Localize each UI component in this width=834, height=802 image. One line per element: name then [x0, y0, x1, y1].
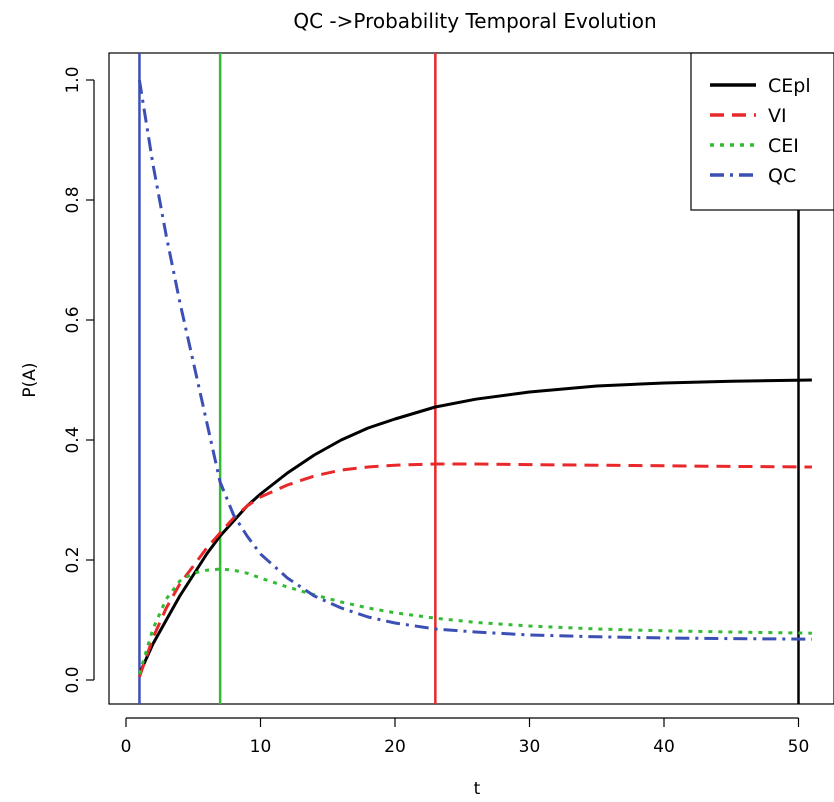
series-line-QC	[137, 79, 812, 641]
x-axis: 0 10 20 30 40 50	[121, 717, 810, 757]
chart-title: QC ->Probability Temporal Evolution	[293, 9, 656, 33]
y-axis-label: P(A)	[20, 362, 40, 397]
legend-box	[690, 52, 834, 211]
x-tick-label: 40	[653, 737, 675, 757]
x-tick-label: 30	[519, 737, 541, 757]
legend-label-CEI: CEI	[768, 135, 799, 157]
y-tick-label: 1.0	[63, 66, 83, 93]
series-line-VI	[137, 462, 812, 678]
legend: CEpl VI CEI QC	[690, 52, 834, 211]
y-tick-label: 0.8	[63, 186, 83, 213]
y-tick-label: 0.6	[63, 306, 83, 333]
y-axis: 0.0 0.2 0.4 0.6 0.8 1.0	[63, 66, 95, 694]
legend-label-VI: VI	[768, 105, 787, 127]
x-axis-label: t	[474, 779, 481, 799]
x-tick-label: 20	[384, 737, 406, 757]
y-tick-label: 0.0	[63, 666, 83, 693]
y-tick-label: 0.4	[63, 426, 83, 453]
legend-label-QC: QC	[768, 165, 796, 187]
legend-label-CEpl: CEpl	[768, 75, 811, 97]
y-tick-label: 0.2	[63, 546, 83, 573]
x-tick-label: 10	[250, 737, 272, 757]
series-layer	[137, 79, 812, 678]
x-tick-label: 0	[121, 737, 132, 757]
x-tick-label: 50	[788, 737, 810, 757]
series-line-CEI	[137, 567, 812, 675]
series-line-CEpl	[138, 378, 812, 675]
plot-frame	[108, 52, 834, 705]
